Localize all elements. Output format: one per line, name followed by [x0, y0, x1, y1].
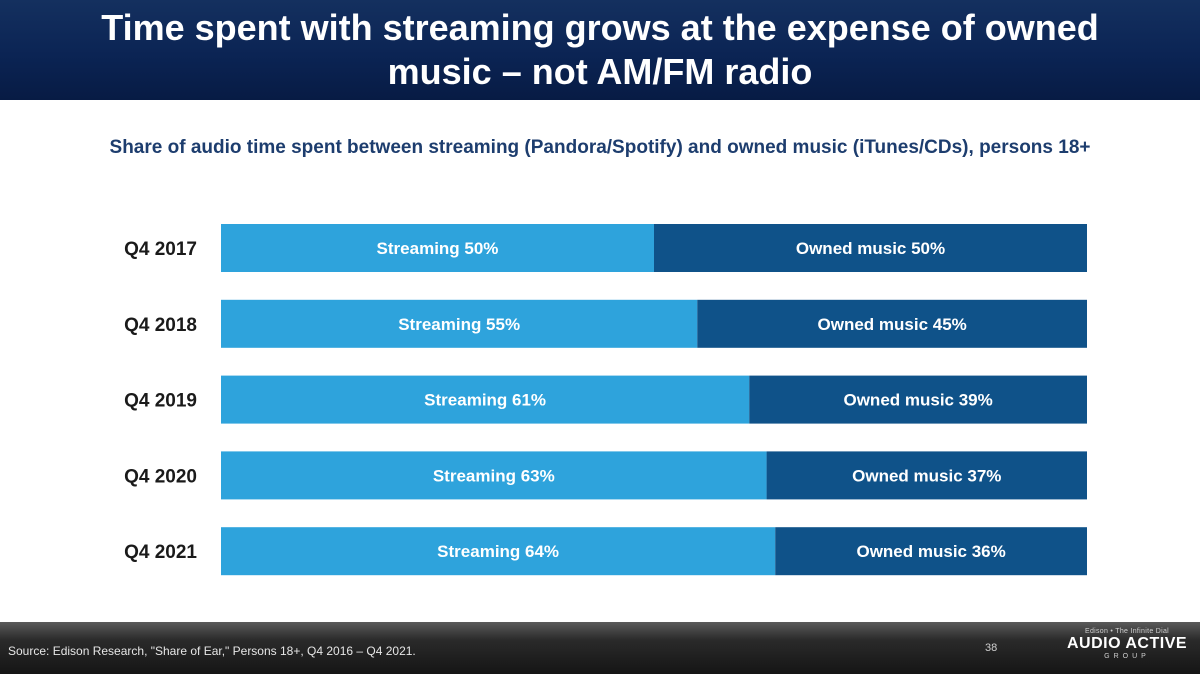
bar-owned-music [697, 299, 1087, 348]
slide-title: Time spent with streaming grows at the e… [101, 7, 1099, 92]
bar-streaming [221, 451, 767, 500]
data-label: Owned music 50% [796, 239, 945, 258]
brand-logo: Edison • The Infinite Dial AUDIO ACTIVE … [1058, 628, 1196, 660]
page-number: 38 [985, 642, 998, 654]
brand-group: GROUP [1104, 653, 1150, 660]
data-label: Streaming 61% [424, 391, 546, 410]
brand-name: AUDIO ACTIVE [1066, 635, 1188, 652]
data-label: Streaming 50% [377, 239, 499, 258]
source-note: Source: Edison Research, "Share of Ear,"… [8, 644, 416, 658]
footer-bar: Source: Edison Research, "Share of Ear,"… [0, 622, 1200, 674]
data-label: Owned music 45% [818, 315, 967, 334]
bar-streaming [221, 375, 750, 424]
bar-owned-music [749, 375, 1087, 424]
data-label: Owned music 39% [843, 391, 992, 410]
bar-owned-music [766, 451, 1087, 500]
category-label: Q4 2019 [124, 391, 197, 412]
category-label: Q4 2020 [124, 466, 197, 487]
chart-subtitle: Share of audio time spent between stream… [109, 137, 1091, 158]
brand-tagline: Edison • The Infinite Dial [1084, 628, 1170, 635]
category-label: Q4 2018 [124, 315, 197, 336]
bar-streaming [221, 224, 654, 272]
bar-owned-music [654, 224, 1087, 272]
category-label: Q4 2017 [124, 239, 197, 260]
data-label: Streaming 63% [433, 466, 555, 485]
bar-owned-music [775, 527, 1087, 576]
data-label: Streaming 55% [398, 315, 520, 334]
data-label: Owned music 37% [852, 466, 1001, 485]
bar-streaming [221, 299, 698, 348]
category-label: Q4 2021 [124, 542, 197, 563]
data-label: Owned music 36% [856, 542, 1005, 561]
bar-streaming [221, 527, 776, 576]
title-banner: Time spent with streaming grows at the e… [0, 0, 1200, 100]
data-label: Streaming 64% [437, 542, 559, 561]
